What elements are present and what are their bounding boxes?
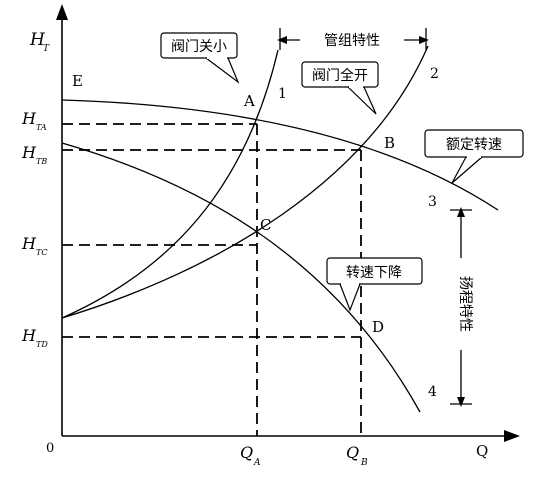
label-h-ta: H (21, 109, 37, 128)
x-axis-label: Q (476, 442, 488, 460)
bottom-labels: Q A Q B (240, 443, 368, 468)
callout-valve-open-pointer (347, 86, 377, 115)
point-c-label: C (260, 216, 271, 234)
callout-speed-down-pointer (339, 283, 361, 312)
callout-valve-open: 阀门全开 (301, 61, 379, 115)
callout-valve-close-box (160, 32, 238, 59)
guide-lines (62, 123, 362, 436)
pipe-curve-valve-closed (61, 49, 279, 319)
callout-speed-down-box (326, 257, 423, 285)
label-q-b-sub: B (360, 458, 368, 468)
curve-number-3: 3 (428, 194, 437, 210)
label-h-tc-sub: TC (36, 248, 47, 257)
pipe-curve-valve-open (61, 45, 429, 319)
curve-number-4: 4 (428, 384, 437, 400)
point-e-label: E (72, 72, 83, 90)
pump-curve-reduced-speed (61, 142, 421, 413)
callout-valve-close: 阀门关小 (160, 32, 240, 84)
callout-valve-close-pointer (205, 57, 240, 84)
head-characteristic-label: 扬程特性 (457, 276, 473, 332)
x-axis-arrow (504, 430, 520, 442)
pipe-characteristic-label: 管组特性 (324, 33, 380, 49)
point-d-label: D (372, 318, 384, 336)
label-h-tb-sub: TB (36, 157, 47, 166)
y-axis-label-sub: T (43, 44, 50, 54)
label-q-a: Q (240, 443, 253, 462)
left-labels: H TA H TB H TC H TD (21, 109, 48, 349)
point-a-label: A (243, 92, 255, 110)
y-axis-arrow (56, 4, 68, 20)
point-b-label: B (384, 134, 395, 152)
label-h-ta-sub: TA (36, 123, 47, 132)
label-h-td-sub: TD (36, 340, 48, 349)
head-characteristic-span: 扬程特性 (450, 207, 473, 407)
callout-speed-down: 转速下降 (326, 257, 423, 312)
callout-speed-down-text: 转速下降 (346, 265, 402, 281)
y-axis-label: H (29, 30, 46, 50)
label-h-td: H (21, 326, 37, 345)
pump-curve-rated-speed (61, 99, 499, 211)
origin-label: 0 (46, 441, 54, 456)
curve-number-1: 1 (278, 86, 287, 102)
callout-valve-close-text: 阀门关小 (171, 39, 227, 55)
callout-rated-speed: 额定转速 (424, 129, 524, 184)
curve-number-2: 2 (430, 66, 439, 82)
callout-rated-speed-pointer (451, 156, 483, 184)
callout-valve-open-box (301, 61, 379, 88)
label-q-b: Q (346, 443, 359, 462)
label-q-a-sub: A (253, 458, 261, 468)
callout-rated-speed-text: 额定转速 (446, 137, 502, 153)
label-h-tb: H (21, 143, 37, 162)
callout-valve-open-text: 阀门全开 (312, 67, 368, 84)
pipe-characteristic-span: 管组特性 (277, 28, 429, 50)
label-h-tc: H (21, 234, 37, 253)
